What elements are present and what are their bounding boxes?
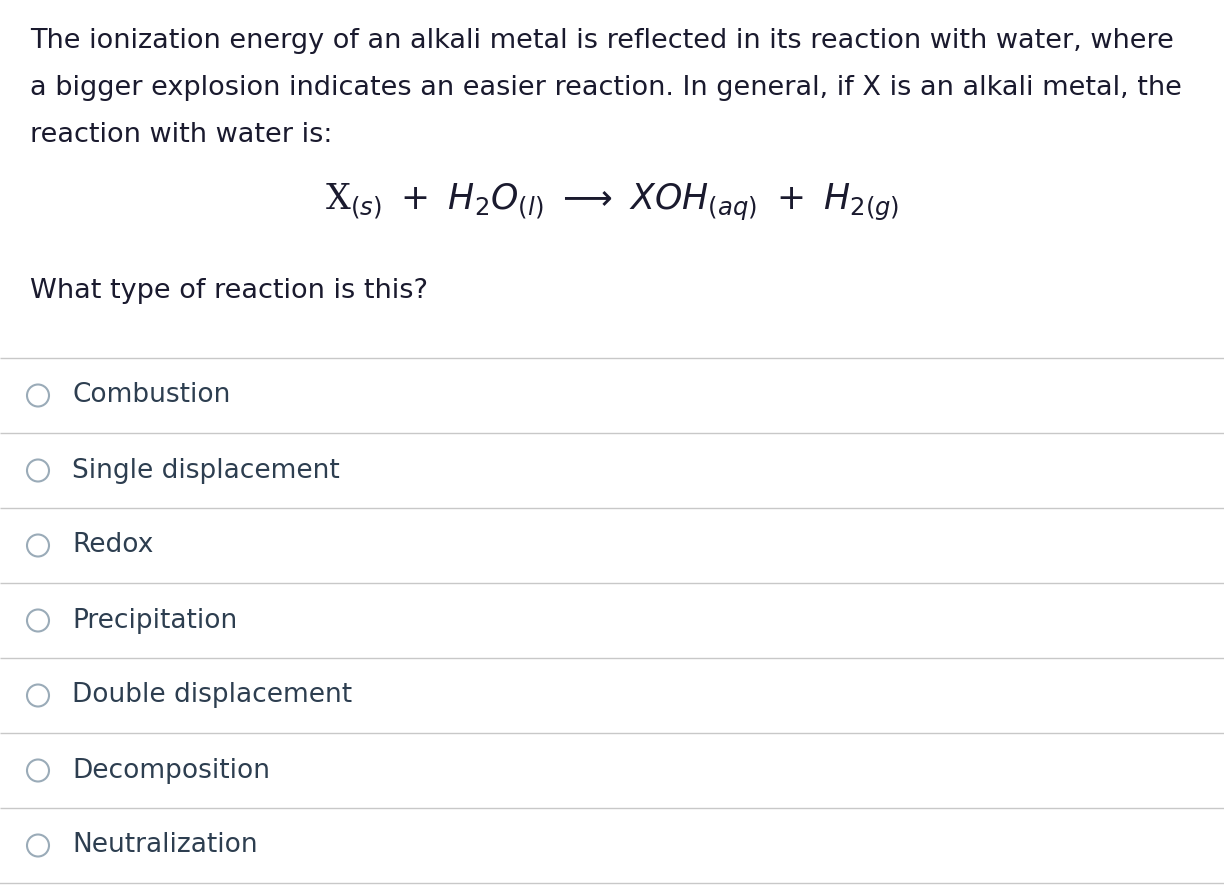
Text: Neutralization: Neutralization [72,832,257,859]
Text: Single displacement: Single displacement [72,457,340,483]
Text: Redox: Redox [72,532,153,559]
Text: $\mathdefault{X}_{(s)}\ +\ H_2O_{(l)}\ \longrightarrow\ XOH_{(aq)}\ +\ H_{2(g)}$: $\mathdefault{X}_{(s)}\ +\ H_2O_{(l)}\ \… [324,182,900,223]
Text: What type of reaction is this?: What type of reaction is this? [31,278,428,304]
Text: Decomposition: Decomposition [72,757,271,783]
Text: reaction with water is:: reaction with water is: [31,122,333,148]
Text: Double displacement: Double displacement [72,683,353,708]
Text: The ionization energy of an alkali metal is reflected in its reaction with water: The ionization energy of an alkali metal… [31,28,1174,54]
Text: Combustion: Combustion [72,383,230,409]
Text: Precipitation: Precipitation [72,608,237,634]
Text: a bigger explosion indicates an easier reaction. In general, if X is an alkali m: a bigger explosion indicates an easier r… [31,75,1182,101]
